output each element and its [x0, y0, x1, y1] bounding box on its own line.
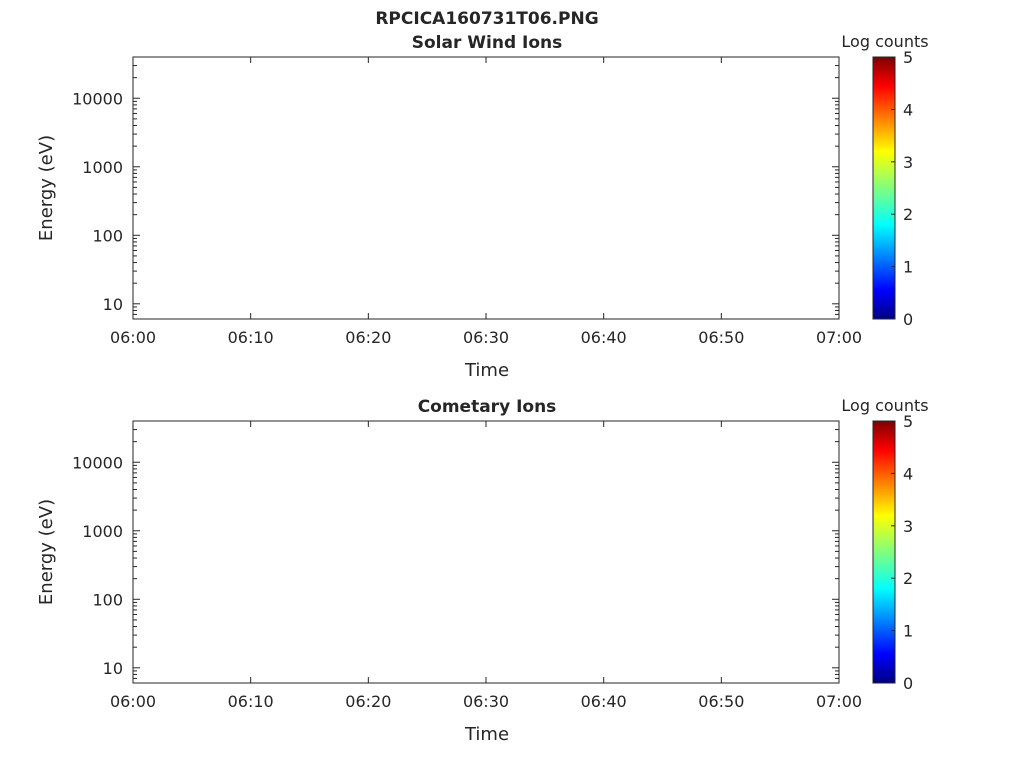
x-tick-label: 06:00 — [110, 692, 156, 711]
y-tick-label: 10000 — [72, 89, 123, 108]
cometary-x-axis-label: Time — [464, 724, 509, 745]
colorbar-scale — [872, 56, 896, 320]
y-tick-label: 10000 — [72, 453, 123, 472]
x-tick-label: 06:30 — [463, 692, 509, 711]
y-tick-label: 1000 — [82, 158, 123, 177]
colorbar-tick-label: 5 — [903, 412, 913, 431]
x-tick-label: 06:10 — [228, 328, 274, 347]
solar-wind-plot-frame — [132, 56, 840, 320]
cometary-y-ticks: 10 100 1000 10000 — [72, 420, 839, 684]
y-tick-label: 100 — [92, 590, 123, 609]
y-tick-label: 10 — [103, 659, 123, 678]
solar-wind-y-axis-label: Energy (eV) — [36, 135, 57, 241]
colorbar-tick-label: 0 — [903, 674, 913, 693]
solar-wind-panel: Solar Wind Ions 06:00 06:10 06:20 06:30 06:4… — [36, 32, 929, 381]
colorbar-scale — [872, 420, 896, 684]
colorbar-tick-label: 0 — [903, 310, 913, 329]
colorbar-tick-label: 1 — [903, 622, 913, 641]
solar-wind-y-ticks: 10 100 1000 10000 — [72, 56, 839, 320]
colorbar-tick-label: 1 — [903, 258, 913, 277]
colorbar-tick-label: 4 — [903, 464, 913, 483]
x-tick-label: 06:40 — [581, 328, 627, 347]
solar-wind-x-axis-label: Time — [464, 360, 509, 381]
panel-title-solar-wind: Solar Wind Ions — [412, 33, 563, 53]
cometary-panel: Cometary Ions 06:00 06:10 06:20 06:30 06:40 0… — [36, 396, 929, 745]
cometary-x-ticks: 06:00 06:10 06:20 06:30 06:40 06:50 07:00 — [110, 421, 862, 711]
solar-wind-colorbar-title: Log counts — [841, 32, 928, 51]
x-tick-label: 06:20 — [345, 328, 391, 347]
x-tick-label: 06:40 — [581, 692, 627, 711]
solar-wind-x-ticks: 06:00 06:10 06:20 06:30 06:40 06:50 07:00 — [110, 57, 862, 347]
solar-wind-colorbar: 0 1 2 3 4 5 — [872, 48, 913, 329]
cometary-plot-frame — [132, 420, 840, 684]
x-tick-label: 06:20 — [345, 692, 391, 711]
colorbar-tick-label: 4 — [903, 100, 913, 119]
y-tick-label: 10 — [103, 295, 123, 314]
colorbar-tick-label: 2 — [903, 569, 913, 588]
colorbar-tick-label: 5 — [903, 48, 913, 67]
x-tick-label: 06:50 — [698, 328, 744, 347]
cometary-colorbar-title: Log counts — [841, 396, 928, 415]
cometary-colorbar: 0 1 2 3 4 5 — [872, 412, 913, 693]
y-tick-label: 1000 — [82, 522, 123, 541]
colorbar-tick-label: 2 — [903, 205, 913, 224]
x-tick-label: 06:10 — [228, 692, 274, 711]
cometary-y-axis-label: Energy (eV) — [36, 499, 57, 605]
colorbar-tick-label: 3 — [903, 517, 913, 536]
colorbar-tick-label: 3 — [903, 153, 913, 172]
y-tick-label: 100 — [92, 226, 123, 245]
figure-title: RPCICA160731T06.PNG — [375, 9, 598, 29]
x-tick-label: 07:00 — [816, 692, 862, 711]
x-tick-label: 06:00 — [110, 328, 156, 347]
x-tick-label: 06:50 — [698, 692, 744, 711]
panel-title-cometary: Cometary Ions — [418, 397, 557, 417]
x-tick-label: 07:00 — [816, 328, 862, 347]
x-tick-label: 06:30 — [463, 328, 509, 347]
